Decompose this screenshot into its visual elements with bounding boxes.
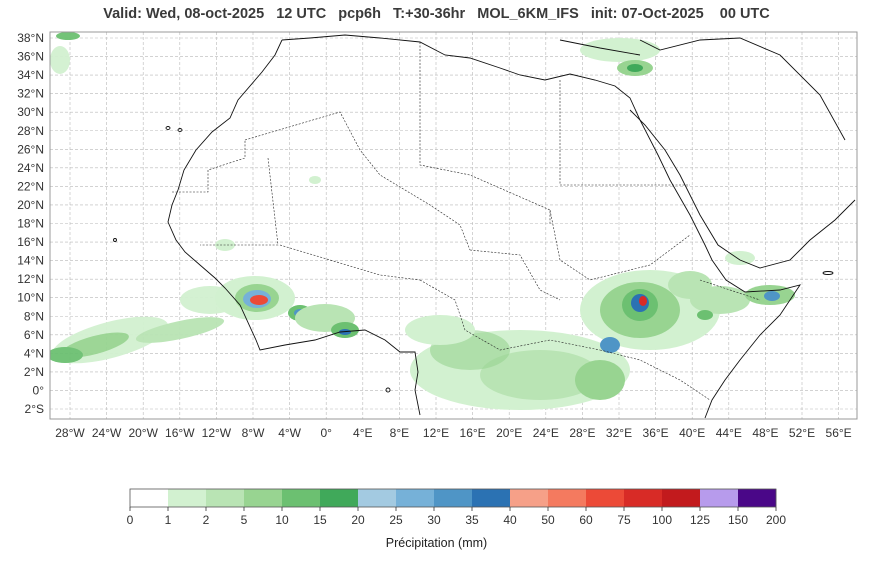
lon-label: 52°E — [789, 426, 815, 440]
lon-label: 32°E — [606, 426, 632, 440]
lon-label: 12°E — [423, 426, 449, 440]
lat-label: 12°N — [17, 272, 44, 286]
colorbar-swatch — [168, 489, 207, 507]
lat-label: 10°N — [17, 291, 44, 305]
lat-label: 2°N — [24, 365, 44, 379]
colorbar-tick-label: 200 — [766, 513, 786, 527]
colorbar-swatch — [434, 489, 473, 507]
colorbar-swatch — [586, 489, 625, 507]
lon-label: 4°E — [353, 426, 372, 440]
colorbar-swatch — [244, 489, 283, 507]
lat-label: 8°N — [24, 309, 44, 323]
colorbar-swatch — [472, 489, 511, 507]
colorbar-tick-label: 1 — [165, 513, 172, 527]
lat-label: 24°N — [17, 161, 44, 175]
colorbar-swatch — [282, 489, 321, 507]
lon-label: 12°W — [202, 426, 232, 440]
precip-west-africa — [215, 176, 359, 338]
colorbar-title: Précipitation (mm) — [385, 536, 488, 550]
lon-label: 24°W — [92, 426, 122, 440]
longitude-labels: 28°W 24°W 20°W 16°W 12°W 8°W 4°W 0° 4°E 8°E 12°E 16… — [55, 426, 851, 440]
precip-east-africa — [580, 251, 795, 353]
coastlines — [113, 34, 856, 419]
lon-label: 28°E — [569, 426, 595, 440]
lat-label: 36°N — [17, 50, 44, 64]
latitude-labels: 38°N 36°N 34°N 32°N 30°N 28°N 26°N 24°N 22°N 20°N… — [17, 31, 44, 416]
lat-label: 32°N — [17, 87, 44, 101]
lon-label: 24°E — [533, 426, 559, 440]
lon-label: 16°W — [165, 426, 195, 440]
lat-label: 6°N — [24, 328, 44, 342]
colorbar-swatch — [206, 489, 245, 507]
precip-mediterranean — [580, 38, 660, 76]
colorbar-swatch — [396, 489, 435, 507]
colorbar-frame — [129, 488, 777, 508]
lat-label: 30°N — [17, 105, 44, 119]
colorbar: 0 1 2 5 10 15 20 25 30 35 40 50 60 75 100 125 150 200 — [127, 488, 786, 527]
colorbar-tick-label: 15 — [313, 513, 327, 527]
precip-central-africa — [405, 315, 630, 410]
lon-label: 56°E — [826, 426, 852, 440]
lon-label: 40°E — [679, 426, 705, 440]
colorbar-tick-label: 2 — [203, 513, 210, 527]
lat-label: 20°N — [17, 198, 44, 212]
colorbar-tick-label: 125 — [690, 513, 710, 527]
colorbar-tick-label: 35 — [465, 513, 479, 527]
lat-label: 34°N — [17, 68, 44, 82]
lon-label: 20°E — [496, 426, 522, 440]
colorbar-swatch — [130, 489, 169, 507]
lat-label: 28°N — [17, 124, 44, 138]
lat-label: 26°N — [17, 142, 44, 156]
colorbar-swatch — [320, 489, 359, 507]
colorbar-tick-label: 40 — [503, 513, 517, 527]
colorbar-tick-label: 50 — [541, 513, 555, 527]
colorbar-swatch — [662, 489, 701, 507]
borders — [172, 42, 761, 401]
lon-label: 20°W — [128, 426, 158, 440]
colorbar-swatch — [700, 489, 739, 507]
colorbar-swatch — [738, 489, 777, 507]
precip-field — [50, 32, 795, 410]
colorbar-tick-label: 60 — [579, 513, 593, 527]
lon-label: 8°E — [390, 426, 409, 440]
colorbar-swatch — [548, 489, 587, 507]
lon-label: 36°E — [643, 426, 669, 440]
lat-label: 2°S — [25, 402, 44, 416]
colorbar-swatch — [510, 489, 549, 507]
lon-label: 16°E — [460, 426, 486, 440]
lon-label: 0° — [320, 426, 332, 440]
lat-label: 38°N — [17, 31, 44, 45]
lon-label: 4°W — [278, 426, 301, 440]
colorbar-swatch — [624, 489, 663, 507]
lat-label: 18°N — [17, 217, 44, 231]
colorbar-swatch — [358, 489, 397, 507]
colorbar-tick-label: 5 — [241, 513, 248, 527]
colorbar-tick-label: 0 — [127, 513, 134, 527]
colorbar-tick-label: 25 — [389, 513, 403, 527]
map-title: Valid: Wed, 08-oct-2025 12 UTC pcp6h T:+… — [103, 6, 770, 22]
lon-label: 44°E — [716, 426, 742, 440]
lat-label: 14°N — [17, 254, 44, 268]
colorbar-tick-label: 10 — [275, 513, 289, 527]
lon-label: 8°W — [242, 426, 265, 440]
lon-label: 28°W — [55, 426, 85, 440]
map-frame — [49, 31, 858, 420]
colorbar-tick-label: 100 — [652, 513, 672, 527]
lat-label: 4°N — [24, 346, 44, 360]
colorbar-tick-label: 20 — [351, 513, 365, 527]
lat-label: 16°N — [17, 235, 44, 249]
lat-label: 0° — [33, 383, 45, 397]
colorbar-tick-label: 150 — [728, 513, 748, 527]
lon-label: 48°E — [752, 426, 778, 440]
lat-label: 22°N — [17, 179, 44, 193]
colorbar-tick-label: 30 — [427, 513, 441, 527]
colorbar-tick-label: 75 — [617, 513, 631, 527]
